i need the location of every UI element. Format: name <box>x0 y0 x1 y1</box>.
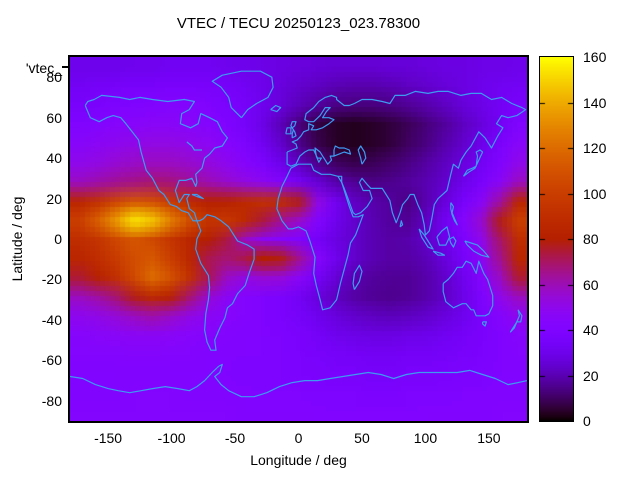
coastline-path <box>482 321 487 327</box>
y-tick-label: -40 <box>41 311 62 328</box>
y-tick-label: 60 <box>46 109 62 126</box>
legend-key-label: 'vtec_ <box>25 60 62 76</box>
y-tick-label: -80 <box>41 392 62 409</box>
coastline-path <box>399 220 404 228</box>
colorbar-tick-label: 40 <box>583 322 599 338</box>
colorbar-tick-label: 80 <box>583 231 599 247</box>
y-tick-label: -20 <box>41 271 62 288</box>
colorbar-tick-label: 0 <box>583 413 591 429</box>
x-tick-label: 0 <box>294 430 303 446</box>
y-axis-title: Latitude / deg <box>9 196 25 282</box>
colorbar-canvas <box>539 56 574 422</box>
y-tick-label: 20 <box>46 190 62 207</box>
plot-area <box>68 55 529 423</box>
coastline-path <box>357 145 367 165</box>
coastline-path <box>290 121 297 139</box>
colorbar-tick-label: 20 <box>583 367 599 384</box>
coastline-path <box>450 202 458 226</box>
coastline-path <box>464 240 490 258</box>
coastline-path <box>337 90 527 236</box>
x-tick-label: 100 <box>413 430 438 446</box>
coastline-path <box>436 226 451 246</box>
coastline-path <box>442 260 494 317</box>
coastline-path <box>195 214 255 351</box>
x-tick-label: -150 <box>94 430 123 446</box>
coastline-path <box>286 145 352 167</box>
coastline-path <box>432 250 446 256</box>
chart-title: VTEC / TECU 20250123_023.78300 <box>176 15 421 32</box>
coastline-overlay <box>70 70 527 398</box>
coastline-path <box>211 70 274 119</box>
coastline-path <box>352 264 363 290</box>
coastline-path <box>270 104 282 113</box>
colorbar-tick-label: 160 <box>583 49 607 65</box>
y-tick-label: 40 <box>46 150 62 167</box>
colorbar-tick-label: 140 <box>583 94 607 111</box>
legend-key-sample-line <box>62 66 70 68</box>
coastline-path <box>509 321 518 333</box>
colorbar-tick-label: 120 <box>583 140 607 156</box>
coastline-path <box>285 127 292 135</box>
y-tick-label: 0 <box>54 231 62 247</box>
colorbar-tick-label: 60 <box>583 276 599 293</box>
y-tick-label: 80 <box>46 69 62 86</box>
x-tick-label: 150 <box>477 430 501 446</box>
coastline-path <box>276 163 364 311</box>
coastline-path <box>418 228 434 250</box>
x-tick-label: 50 <box>354 430 370 446</box>
coastline-path <box>84 94 228 222</box>
coastline-path <box>286 94 355 153</box>
x-tick-label: -50 <box>224 430 246 446</box>
coastline-path <box>516 309 523 323</box>
x-tick-label: -100 <box>157 430 186 446</box>
y-tick-label: -60 <box>41 352 62 369</box>
coastline-path <box>70 363 527 398</box>
colorbar-tick-label: 100 <box>583 185 607 202</box>
x-axis-title: Longitude / deg <box>250 452 347 468</box>
coastline-path <box>186 141 202 151</box>
coastline-path <box>191 193 204 200</box>
coastline-path <box>449 236 457 248</box>
coastline-path <box>462 149 484 177</box>
